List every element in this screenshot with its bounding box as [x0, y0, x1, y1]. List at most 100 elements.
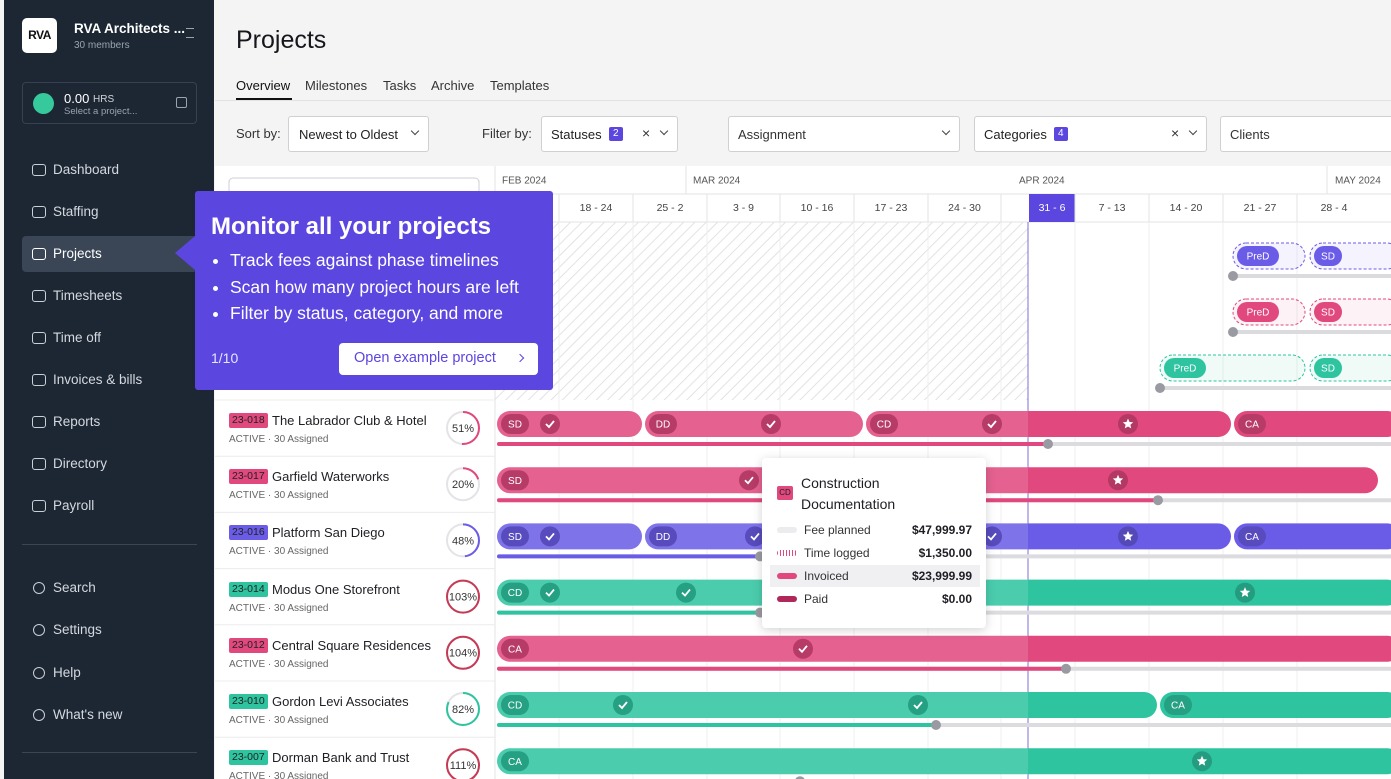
project-status: ACTIVE · 30 Assigned [229, 658, 329, 670]
popover-bullet: Scan how many project hours are left [230, 274, 519, 301]
phase-badge-shade [501, 751, 529, 772]
nav-icon [33, 708, 45, 721]
statuses-text: Statuses [551, 127, 602, 142]
org-switch-icon[interactable] [186, 28, 194, 38]
project-name[interactable]: Garfield Waterworks [272, 469, 390, 485]
phase-badge-shade [501, 582, 529, 603]
nav-item[interactable]: Invoices & bills [53, 372, 143, 387]
fee-marker [1155, 383, 1165, 393]
project-name[interactable]: Gordon Levi Associates [272, 694, 409, 709]
phase-badge [1237, 246, 1279, 266]
phase-badge [501, 638, 529, 659]
sidebar-divider [22, 752, 197, 753]
statuses-select[interactable]: Statuses 2 × [541, 116, 678, 152]
legend-swatch [777, 527, 797, 533]
milestone-shade [761, 414, 781, 434]
timer-box[interactable]: 0.00 HRS Select a project... [22, 82, 197, 124]
popover-button-label[interactable]: Open example project [354, 350, 496, 366]
milestone-check [750, 532, 760, 541]
month-label: FEB 2024 [502, 176, 547, 187]
phase-badge-shade [1164, 695, 1192, 715]
onboarding-popover: Monitor all your projects Track fees agai… [195, 191, 553, 390]
milestone-check [798, 645, 808, 654]
phase-badge [1314, 246, 1342, 266]
phase-badge [1164, 695, 1192, 715]
tab[interactable]: Tasks [383, 78, 417, 93]
sort-select[interactable]: Newest to Oldest [288, 116, 429, 152]
milestone-shade [982, 414, 1002, 434]
progress-track [1233, 274, 1391, 278]
progress-label: 51% [452, 423, 474, 435]
phase-label: CA [1245, 420, 1259, 431]
nav-item[interactable]: Reports [53, 414, 101, 429]
progress-ring [446, 692, 480, 726]
milestone-shade [676, 582, 696, 603]
progress-logged [497, 554, 760, 559]
nav-item[interactable]: Time off [53, 330, 102, 345]
project-name[interactable]: Platform San Diego [272, 525, 385, 541]
nav-icon [32, 248, 46, 260]
phase-title: Construction Documentation [801, 475, 896, 512]
nav-item[interactable]: Settings [53, 622, 102, 638]
nav-item[interactable]: Timesheets [53, 288, 123, 303]
clients-select[interactable]: Clients [1220, 116, 1391, 152]
milestone-check [987, 532, 997, 541]
progress-ring [446, 635, 480, 670]
nav-item[interactable]: Staffing [53, 204, 99, 219]
nav-item[interactable]: Payroll [53, 498, 95, 513]
milestone-bg [613, 695, 633, 715]
nav-item[interactable]: Search [53, 580, 96, 595]
milestone-star [1112, 474, 1124, 485]
tab[interactable]: Templates [490, 78, 550, 93]
assignment-select[interactable]: Assignment [728, 116, 960, 152]
clear-icon[interactable]: × [1171, 125, 1180, 141]
phase-bar [1160, 692, 1391, 718]
nav-item[interactable]: Help [53, 664, 81, 680]
sidebar-divider [22, 544, 197, 545]
progress-track [1160, 386, 1391, 390]
tab-rule [215, 100, 1391, 101]
phase-label: SD [1321, 308, 1335, 319]
week-label: 3 - 9 [733, 202, 754, 214]
phase-badge-shade [870, 414, 898, 434]
nav-item[interactable]: Directory [53, 456, 108, 471]
assignment-text: Assignment [738, 127, 806, 142]
milestone-check [744, 476, 754, 485]
milestone-check [913, 701, 923, 710]
progress-logged [497, 610, 760, 615]
clear-icon[interactable]: × [642, 125, 651, 141]
phase-badge-shade [501, 414, 529, 434]
fee-amount: $47,999.97 [911, 523, 972, 537]
project-name[interactable]: Modus One Storefront [272, 581, 400, 597]
project-name[interactable]: The Labrador Club & Hotel [272, 413, 427, 428]
phase-badge [1237, 302, 1279, 322]
nav-item[interactable]: What's new [53, 706, 123, 722]
past-tint [495, 747, 1028, 776]
past-tint [495, 634, 1028, 663]
tab[interactable]: Overview [236, 78, 291, 93]
fee-amount: $0.00 [941, 592, 972, 606]
chevron [410, 126, 420, 136]
project-status: ACTIVE · 30 Assigned [229, 715, 329, 726]
week-label: 24 - 30 [948, 202, 981, 214]
project-name[interactable]: Dorman Bank and Trust [272, 750, 410, 766]
popover-button[interactable]: Open example project [339, 343, 538, 375]
past-hatch [495, 222, 1028, 400]
nav-item[interactable]: Projects [53, 246, 102, 261]
gantt-row: PreD SD [1155, 354, 1391, 393]
phase-label: DD [656, 420, 670, 431]
nav-item[interactable]: Dashboard [53, 162, 120, 177]
phase-bar [1234, 411, 1391, 437]
phase-badge [870, 414, 898, 434]
project-name[interactable]: Central Square Residences [272, 637, 431, 653]
org-name[interactable]: RVA Architects ... [74, 21, 186, 36]
tab[interactable]: Archive [431, 78, 475, 93]
org-members: 30 members [74, 40, 130, 51]
project-code: 23-018 [229, 413, 268, 428]
fee-label: Time logged [804, 546, 870, 560]
tab[interactable]: Milestones [305, 78, 368, 93]
milestone-check [681, 589, 691, 597]
categories-select[interactable]: Categories 4 × [974, 116, 1207, 152]
timer-play[interactable] [33, 93, 54, 114]
popover-bullets: Track fees against phase timelinesScan h… [211, 247, 519, 327]
